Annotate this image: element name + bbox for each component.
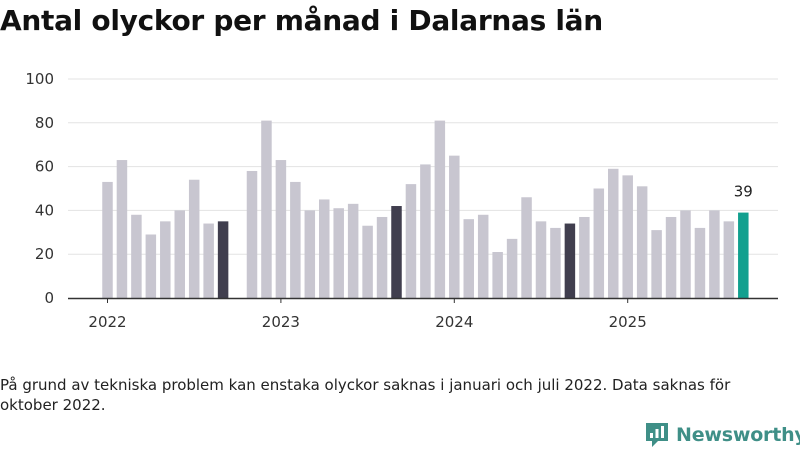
bar-2024-01 — [449, 155, 460, 298]
y-tick-label-60: 60 — [35, 158, 54, 176]
bar-2023-09 — [391, 206, 402, 298]
bar-2025-04 — [665, 216, 677, 298]
bar-2025-08 — [723, 221, 735, 298]
y-tick-label-0: 0 — [44, 289, 54, 307]
bar-2024-09 — [564, 223, 576, 298]
bar-2023-05 — [333, 208, 344, 298]
bar-2024-10 — [579, 216, 590, 298]
bar-2024-05 — [506, 238, 518, 298]
bar-2025-06 — [694, 227, 706, 298]
bar-2025-03 — [651, 230, 662, 298]
bar-2023-04 — [319, 199, 330, 298]
bar-2023-07 — [362, 225, 373, 298]
bar-2024-12 — [608, 168, 619, 298]
bar-2025-09 — [738, 212, 749, 298]
bar-2022-12 — [261, 120, 272, 298]
y-tick-label-80: 80 — [35, 114, 54, 132]
x-tick-label-2023: 2023 — [262, 313, 300, 331]
bar-2023-03 — [304, 210, 316, 298]
bar-2022-02 — [116, 160, 128, 298]
x-tick-label-2024: 2024 — [435, 313, 473, 331]
bar-2025-05 — [680, 210, 691, 298]
bar-2022-09 — [217, 221, 229, 298]
chart-title: Antal olyckor per månad i Dalarnas län — [0, 4, 603, 37]
bar-2024-06 — [521, 197, 532, 298]
bar-2024-08 — [550, 227, 561, 298]
newsworthy-logo-text: Newsworthy — [676, 424, 800, 446]
bar-2023-01 — [275, 160, 287, 298]
bar-2022-03 — [131, 214, 142, 298]
bar-2025-07 — [709, 210, 720, 298]
bar-2023-12 — [434, 120, 446, 298]
bar-2023-06 — [347, 203, 359, 298]
bar-2022-05 — [160, 221, 171, 298]
newsworthy-logo[interactable]: Newsworthy — [644, 420, 800, 450]
bar-2022-04 — [145, 234, 157, 298]
bar-chart: 0 20 40 60 80 100 39 2022 2023 2024 2025 — [25, 70, 778, 331]
newsworthy-logo-icon — [646, 423, 668, 447]
bar-2023-10 — [405, 184, 417, 298]
y-tick-label-100: 100 — [25, 70, 54, 88]
x-tick-label-2022: 2022 — [88, 313, 126, 331]
y-tick-label-40: 40 — [35, 201, 54, 219]
bar-2022-08 — [203, 223, 214, 298]
bar-2022-11 — [246, 170, 258, 298]
data-label-2025-09: 39 — [734, 183, 753, 201]
bar-2025-01 — [622, 175, 633, 298]
bar-2024-11 — [593, 188, 605, 298]
bar-2022-06 — [174, 210, 185, 298]
bar-2024-04 — [492, 252, 503, 298]
bar-2022-01 — [102, 181, 113, 298]
bar-2024-03 — [477, 214, 489, 298]
x-tick-label-2025: 2025 — [609, 313, 647, 331]
bar-2023-11 — [420, 164, 431, 298]
bar-2024-07 — [535, 221, 547, 298]
bar-2024-02 — [463, 219, 474, 298]
bar-2022-07 — [188, 179, 200, 298]
bar-2025-02 — [636, 186, 648, 298]
bar-2023-02 — [290, 181, 301, 298]
bar-2023-08 — [376, 216, 388, 298]
y-tick-label-20: 20 — [35, 245, 54, 263]
footnote: På grund av tekniska problem kan enstaka… — [0, 376, 731, 414]
